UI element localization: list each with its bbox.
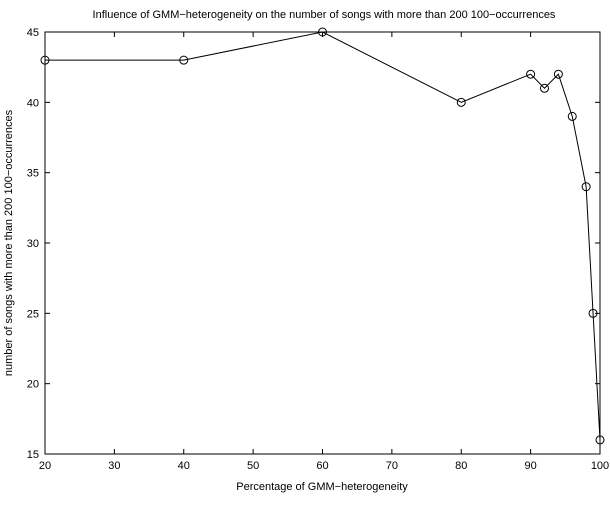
- plot-frame: [44, 31, 601, 455]
- series-line: [45, 31, 601, 440]
- y-tick-label: 25: [27, 308, 39, 320]
- data-point: [318, 27, 327, 37]
- data-point: [581, 182, 591, 192]
- x-axis-label: Percentage of GMM−heterogeneity: [236, 481, 408, 493]
- data-markers: [40, 27, 605, 445]
- data-point: [526, 69, 536, 79]
- y-tick-label: 35: [27, 168, 39, 180]
- x-tick-label: 50: [247, 460, 259, 472]
- y-tick-label: 20: [27, 379, 39, 391]
- data-point: [540, 83, 549, 93]
- y-axis-label: number of songs with more than 200 100−o…: [3, 109, 15, 376]
- y-tick-label: 45: [27, 27, 39, 39]
- x-tick-label: 100: [591, 460, 609, 472]
- data-point: [595, 435, 605, 445]
- x-tick-label: 40: [178, 460, 190, 472]
- x-tick-label: 70: [386, 460, 398, 472]
- chart-title: Influence of GMM−heterogeneity on the nu…: [93, 9, 556, 21]
- data-point: [456, 97, 466, 107]
- data-point: [179, 55, 189, 65]
- x-axis: 20 30 40 50 60 70 80 90 100: [39, 32, 609, 472]
- data-point: [588, 308, 598, 318]
- y-tick-label: 15: [27, 449, 39, 461]
- y-tick-label: 40: [27, 97, 39, 109]
- x-tick-label: 20: [39, 460, 51, 472]
- x-tick-label: 30: [108, 460, 120, 472]
- x-tick-label: 90: [525, 460, 537, 472]
- data-point: [567, 111, 577, 121]
- x-tick-label: 80: [455, 460, 467, 472]
- x-tick-label: 60: [316, 460, 328, 472]
- data-point: [40, 55, 50, 65]
- y-axis: 15 20 25 30 35 40 45: [27, 27, 600, 461]
- y-tick-label: 30: [27, 238, 39, 250]
- data-point: [553, 69, 563, 79]
